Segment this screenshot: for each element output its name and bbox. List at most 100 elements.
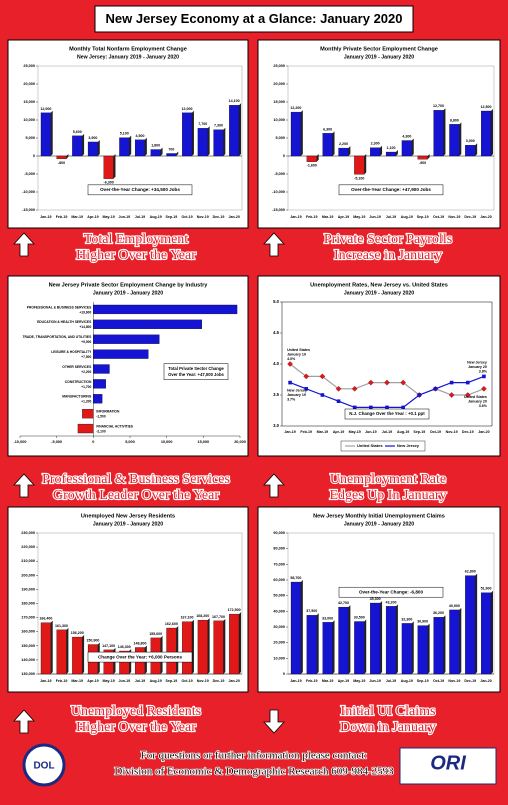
- y-tick-label: 3.5: [273, 392, 279, 397]
- caption: Professional & Business Services: [42, 472, 230, 487]
- value-label: 62,800: [465, 570, 476, 574]
- chart-subtitle: January 2019 - January 2020: [344, 54, 414, 60]
- x-tick-label: Aug-19: [397, 430, 409, 434]
- point-marker: [384, 379, 390, 386]
- x-tick-label: Sep-19: [417, 679, 429, 683]
- annotation: 3.8%: [479, 369, 488, 373]
- chart-title: Monthly Private Sector Employment Change: [320, 46, 438, 52]
- value-label: 30,900: [417, 620, 428, 624]
- annotation: United States: [287, 348, 310, 352]
- bar: [354, 155, 365, 175]
- chart-panel: Unemployed New Jersey Residents January 2…: [7, 506, 249, 693]
- category-label: OTHER SERVICES: [62, 365, 92, 369]
- bar: [290, 111, 301, 157]
- y-tick-label: 170,000: [21, 616, 35, 620]
- x-tick-label: 15,000: [198, 440, 210, 444]
- value-label: 168,200: [196, 614, 209, 618]
- bar: [401, 623, 412, 675]
- bar: [417, 625, 428, 675]
- point-marker: [335, 385, 342, 392]
- bar: [465, 575, 476, 675]
- bar: [385, 151, 397, 157]
- value-label: 167,100: [181, 616, 194, 620]
- bar-side: [490, 109, 493, 156]
- legend-label: United States: [357, 443, 383, 448]
- y-tick-label: -5,000: [274, 172, 285, 176]
- point-marker: [464, 392, 471, 398]
- bar: [72, 135, 83, 157]
- bar: [150, 149, 161, 157]
- bar-side: [176, 626, 179, 674]
- x-tick-label: Mar-19: [322, 215, 334, 219]
- bar-side: [191, 619, 194, 674]
- x-tick-label: Nov-19: [197, 679, 209, 683]
- y-tick-label: 80,000: [273, 547, 285, 551]
- y-tick-label: 150,000: [21, 644, 35, 648]
- bar: [93, 349, 149, 359]
- x-tick-label: May-19: [103, 679, 115, 683]
- value-label: 32,300: [401, 617, 412, 621]
- annotation: 3.6%: [479, 404, 488, 408]
- value-label: 8,800: [450, 118, 459, 122]
- bar-side: [364, 154, 367, 175]
- up-arrow: [263, 473, 285, 498]
- category-label: TRADE, TRANSPORTATION, AND UTILITIES: [23, 335, 93, 339]
- bar-side: [160, 147, 163, 156]
- value-label: +14,800: [79, 325, 91, 329]
- value-label: +1,200: [81, 400, 91, 404]
- bar-side: [411, 138, 414, 156]
- point-marker: [449, 380, 454, 385]
- value-label: +2,200: [81, 370, 91, 374]
- x-tick-label: Sep-19: [413, 430, 425, 434]
- value-label: 2,300: [371, 142, 380, 146]
- x-tick-label: Aug-19: [401, 215, 413, 219]
- footer-line: Division of Economic & Demographic Resea…: [114, 766, 394, 778]
- bar: [93, 394, 103, 404]
- caption: Increase in January: [334, 248, 442, 263]
- x-tick-label: Apr-19: [338, 679, 349, 683]
- chart-subtitle: January 2019 - January 2020: [344, 521, 414, 527]
- caption: Higher Over the Year: [76, 720, 196, 735]
- x-tick-label: Apr-19: [87, 679, 98, 683]
- annotation: January 19: [287, 393, 306, 397]
- value-label: -900: [419, 161, 426, 165]
- bar: [229, 105, 240, 157]
- bar: [166, 627, 177, 675]
- x-tick-label: Feb-19: [300, 430, 312, 434]
- point-marker: [304, 387, 309, 391]
- value-label: -6,300: [104, 181, 114, 185]
- bar-side: [443, 108, 446, 156]
- x-tick-label: Jan-19: [290, 679, 301, 683]
- x-tick-label: 0: [92, 440, 94, 444]
- bar-side: [239, 103, 242, 156]
- category-label: INFORMATION: [96, 410, 120, 414]
- chart-subtitle: January 2019 - January 2020: [344, 290, 414, 296]
- x-tick-label: Jul-19: [386, 679, 396, 683]
- y-tick-label: 200,000: [21, 573, 35, 577]
- chart-title: New Jersey Private Sector Employment Cha…: [49, 282, 209, 288]
- x-tick-label: Mar-19: [322, 679, 334, 683]
- bar-side: [113, 154, 116, 179]
- bar: [56, 629, 67, 675]
- y-tick-label: 60,000: [273, 578, 285, 582]
- point-marker: [319, 373, 326, 380]
- y-tick-label: 220,000: [21, 545, 35, 549]
- point-marker: [465, 380, 470, 385]
- bar: [93, 364, 110, 374]
- y-tick-label: 210,000: [21, 559, 35, 563]
- y-tick-label: -10,000: [22, 190, 35, 194]
- bar-side: [176, 151, 179, 156]
- bar-side: [207, 126, 210, 156]
- x-tick-label: May-19: [353, 679, 365, 683]
- up-arrow: [13, 473, 35, 498]
- x-tick-label: Jun-19: [369, 215, 381, 219]
- chart-panel: Monthly Total Nonfarm Employment Change N…: [7, 39, 249, 229]
- chart-title: Unemployment Rates, New Jersey vs. Unite…: [310, 282, 448, 288]
- value-label: 2,200: [339, 142, 348, 146]
- up-arrow: [263, 232, 285, 257]
- bar: [481, 592, 492, 675]
- x-tick-label: May-19: [103, 215, 115, 219]
- value-label: 150,900: [86, 638, 99, 642]
- bar-side: [411, 621, 414, 674]
- bar-side: [380, 145, 383, 156]
